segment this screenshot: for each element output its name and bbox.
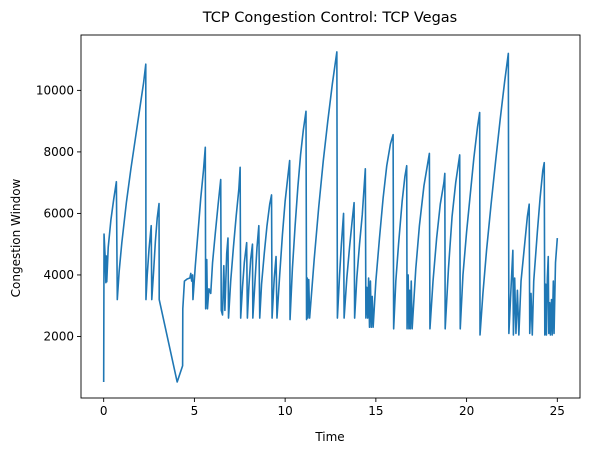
plot-area: 0 5 10 15 20 25 2000 4000 6000 8000 10000: [36, 34, 581, 418]
x-tick-label: 10: [277, 404, 292, 418]
series-line-1: [102, 51, 559, 383]
x-tick-label: 15: [368, 404, 383, 418]
x-axis-label: Time: [314, 430, 344, 444]
y-axis-label: Congestion Window: [9, 178, 23, 297]
y-tick-label: 6000: [43, 206, 74, 220]
y-tick-label: 8000: [43, 145, 74, 159]
chart-title: TCP Congestion Control: TCP Vegas: [202, 10, 458, 26]
y-tick-label: 10000: [36, 83, 74, 97]
x-tick-label: 5: [191, 404, 199, 418]
y-tick-label: 4000: [43, 268, 74, 282]
y-tick-label: 2000: [43, 329, 74, 343]
x-tick-label: 20: [459, 404, 474, 418]
plot-frame: [80, 34, 581, 399]
x-tick-label: 0: [100, 404, 108, 418]
x-tick-label: 25: [550, 404, 565, 418]
